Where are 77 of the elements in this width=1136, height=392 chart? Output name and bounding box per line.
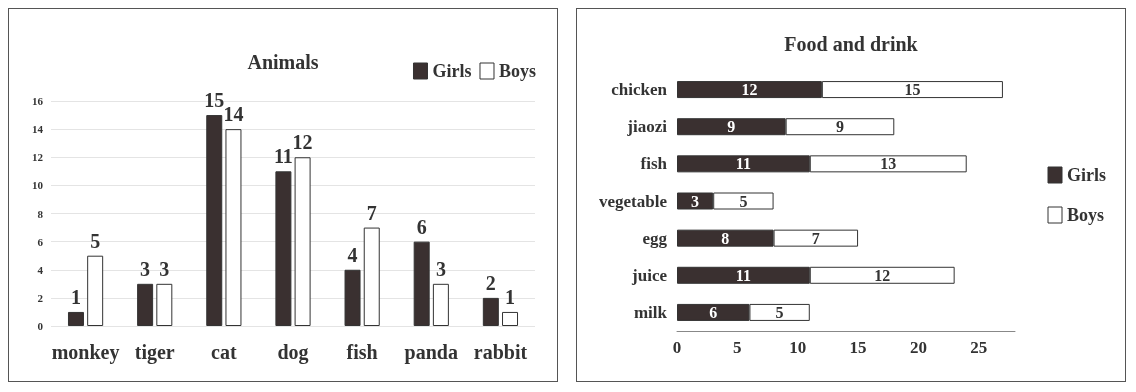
- y-tick-label: 6: [37, 235, 44, 248]
- data-label: 9: [835, 118, 844, 136]
- y-tick-label: fish: [640, 154, 668, 174]
- bar: [156, 283, 173, 326]
- bar: [344, 269, 361, 326]
- data-label: 12: [741, 81, 758, 99]
- y-tick-label: 14: [32, 123, 44, 136]
- bar: [294, 157, 311, 326]
- y-tick-label: juice: [631, 265, 668, 285]
- data-label: 1: [505, 285, 516, 308]
- data-label: 3: [435, 257, 446, 280]
- data-label: 13: [880, 155, 897, 173]
- data-label: 4: [347, 243, 358, 266]
- bar: [206, 115, 223, 326]
- x-tick-label: fish: [346, 341, 378, 363]
- bar: [67, 311, 84, 326]
- data-label: 5: [739, 192, 748, 210]
- data-label: 3: [140, 257, 151, 280]
- bar: [432, 283, 449, 326]
- data-label: 15: [204, 89, 225, 112]
- legend-label: Girls: [432, 61, 472, 81]
- data-label: 14: [223, 103, 244, 126]
- y-tick-label: 2: [37, 291, 44, 304]
- bar: [275, 171, 292, 326]
- bar: [482, 297, 499, 326]
- data-label: 2: [485, 271, 496, 294]
- x-tick-label: 25: [970, 338, 988, 357]
- data-label: 3: [691, 192, 700, 210]
- data-label: 6: [416, 215, 427, 238]
- data-label: 11: [735, 155, 751, 173]
- bar: [413, 241, 430, 326]
- y-tick-label: 4: [37, 263, 44, 276]
- data-label: 12: [292, 131, 313, 154]
- y-tick-label: egg: [642, 228, 668, 248]
- y-tick-label: 12: [32, 151, 44, 164]
- data-label: 6: [709, 303, 718, 321]
- data-label: 11: [273, 145, 293, 168]
- bar: [502, 311, 519, 326]
- x-tick-label: 10: [789, 338, 807, 357]
- bar: [363, 227, 380, 326]
- y-tick-label: 16: [32, 95, 44, 107]
- x-tick-label: dog: [277, 341, 309, 364]
- data-label: 9: [727, 118, 736, 136]
- y-tick-label: milk: [633, 302, 668, 322]
- y-tick-label: jiaozi: [626, 117, 668, 137]
- x-tick-label: 5: [733, 338, 742, 357]
- chart-title: Food and drink: [784, 33, 919, 55]
- x-tick-label: monkey: [51, 341, 120, 364]
- data-label: 7: [811, 229, 820, 247]
- data-label: 5: [90, 229, 101, 252]
- y-tick-label: 8: [37, 207, 44, 220]
- data-label: 15: [904, 81, 921, 99]
- data-label: 3: [159, 257, 170, 280]
- data-label: 5: [775, 303, 784, 321]
- data-label: 1: [70, 285, 81, 308]
- y-tick-label: vegetable: [599, 191, 668, 211]
- x-tick-label: tiger: [134, 341, 175, 364]
- bar: [137, 283, 154, 326]
- y-tick-label: 10: [32, 179, 44, 192]
- x-tick-label: cat: [211, 341, 237, 363]
- x-tick-label: 15: [849, 338, 867, 357]
- data-label: 11: [735, 266, 751, 284]
- x-tick-label: panda: [404, 341, 458, 364]
- x-tick-label: 0: [672, 338, 682, 357]
- bar: [225, 129, 242, 326]
- data-label: 7: [366, 201, 377, 224]
- x-tick-label: rabbit: [473, 341, 528, 363]
- x-tick-label: 20: [909, 338, 927, 357]
- legend-label: Boys: [1067, 205, 1105, 225]
- y-tick-label: 0: [37, 320, 44, 332]
- chart-title: Animals: [247, 51, 319, 73]
- legend-label: Boys: [498, 61, 536, 81]
- y-tick-label: chicken: [611, 80, 668, 100]
- data-label: 8: [721, 229, 730, 247]
- data-label: 12: [874, 266, 891, 284]
- bar: [87, 255, 104, 326]
- legend-label: Girls: [1067, 165, 1106, 185]
